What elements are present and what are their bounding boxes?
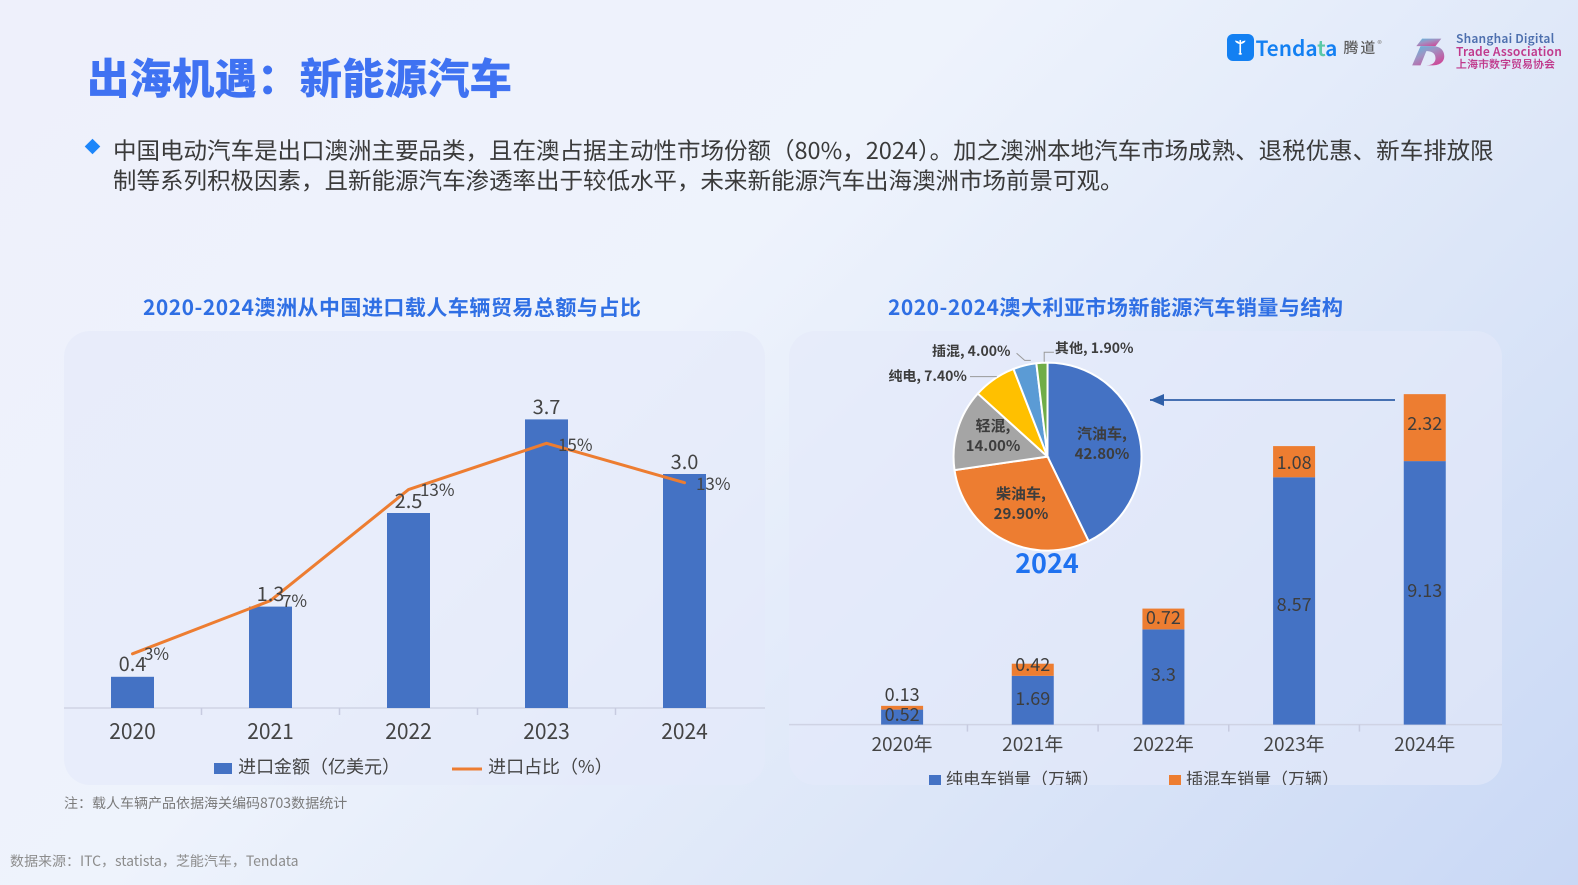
svg-text:0.72: 0.72 bbox=[1146, 604, 1181, 630]
svg-text:进口金额（亿美元）: 进口金额（亿美元） bbox=[238, 753, 400, 779]
svg-text:2024年: 2024年 bbox=[1394, 730, 1455, 757]
svg-text:2.32: 2.32 bbox=[1407, 410, 1442, 436]
svg-text:14.00%: 14.00% bbox=[966, 435, 1021, 456]
svg-text:8.57: 8.57 bbox=[1277, 591, 1312, 617]
svg-text:汽油车,: 汽油车, bbox=[1077, 423, 1127, 444]
svg-text:42.80%: 42.80% bbox=[1075, 443, 1130, 464]
svg-text:13%: 13% bbox=[696, 470, 731, 495]
svg-text:2023年: 2023年 bbox=[1263, 730, 1324, 757]
svg-text:3.7: 3.7 bbox=[533, 391, 561, 420]
svg-text:7%: 7% bbox=[282, 587, 307, 612]
svg-text:13%: 13% bbox=[420, 476, 455, 501]
svg-text:2024: 2024 bbox=[661, 716, 708, 746]
svg-text:纯电车销量（万辆）: 纯电车销量（万辆） bbox=[946, 765, 1099, 785]
svg-text:轻混,: 轻混, bbox=[976, 415, 1011, 436]
svg-text:纯电, 7.40%: 纯电, 7.40% bbox=[888, 366, 967, 386]
svg-text:2021年: 2021年 bbox=[1002, 730, 1063, 757]
svg-text:0.4: 0.4 bbox=[119, 648, 147, 677]
svg-text:2021: 2021 bbox=[247, 716, 294, 746]
svg-text:0.42: 0.42 bbox=[1015, 651, 1050, 677]
svg-text:2024: 2024 bbox=[1015, 542, 1079, 581]
svg-text:其他, 1.90%: 其他, 1.90% bbox=[1055, 338, 1134, 358]
svg-text:1.69: 1.69 bbox=[1015, 685, 1050, 711]
svg-text:柴油车,: 柴油车, bbox=[996, 483, 1046, 504]
svg-text:1.3: 1.3 bbox=[257, 578, 285, 607]
svg-text:3%: 3% bbox=[144, 640, 169, 665]
svg-text:插混车销量（万辆）: 插混车销量（万辆） bbox=[1186, 765, 1339, 785]
svg-text:2.5: 2.5 bbox=[395, 485, 423, 514]
svg-text:0.52: 0.52 bbox=[885, 701, 920, 727]
svg-text:2020: 2020 bbox=[109, 716, 156, 746]
svg-text:插混, 4.00%: 插混, 4.00% bbox=[932, 341, 1011, 361]
svg-text:2023: 2023 bbox=[523, 716, 570, 746]
svg-text:2022年: 2022年 bbox=[1133, 730, 1194, 757]
svg-text:3.0: 3.0 bbox=[671, 446, 699, 475]
svg-text:3.3: 3.3 bbox=[1151, 661, 1176, 687]
svg-text:9.13: 9.13 bbox=[1407, 577, 1442, 603]
svg-text:2022: 2022 bbox=[385, 716, 432, 746]
svg-text:15%: 15% bbox=[558, 431, 593, 456]
svg-text:进口占比（%）: 进口占比（%） bbox=[488, 753, 613, 779]
svg-text:29.90%: 29.90% bbox=[994, 503, 1049, 524]
svg-text:2020年: 2020年 bbox=[872, 730, 933, 757]
svg-text:1.08: 1.08 bbox=[1277, 449, 1312, 475]
